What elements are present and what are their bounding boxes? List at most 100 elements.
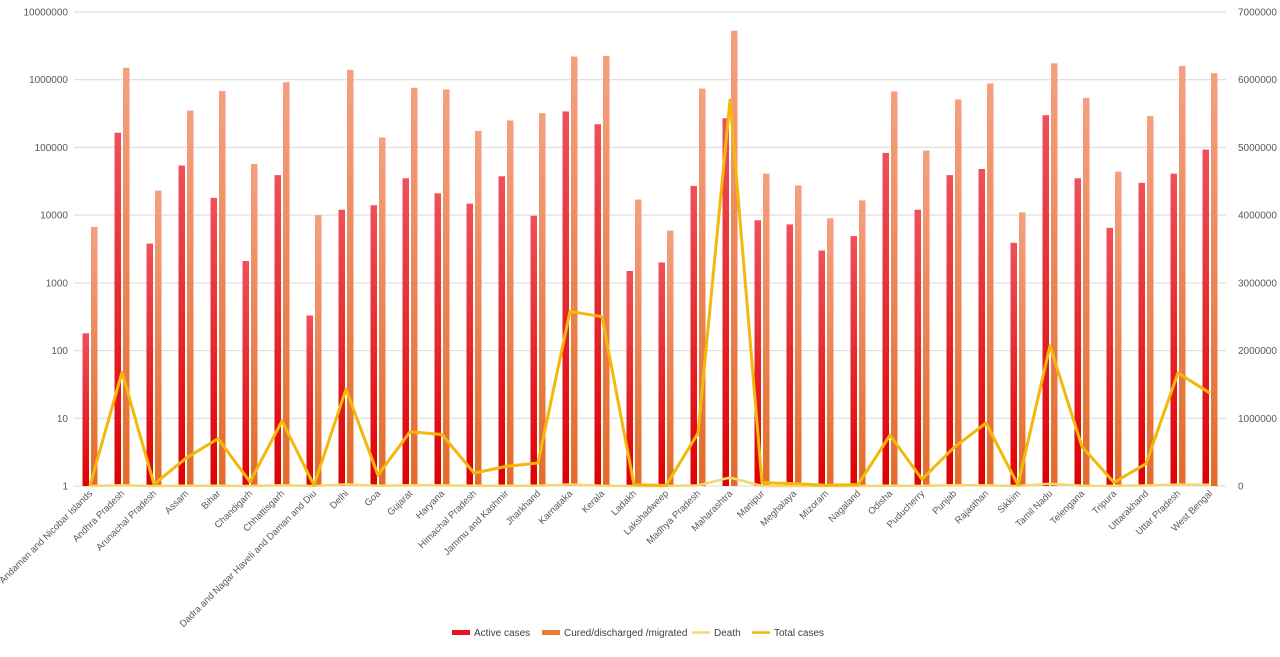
- category-label: Rajasthan: [953, 488, 991, 526]
- bar-active-cases: [147, 244, 154, 486]
- bar-cured: [955, 100, 962, 486]
- right-tick-label: 3000000: [1238, 278, 1277, 289]
- bar-cured: [443, 89, 450, 486]
- bar-active-cases: [1171, 174, 1178, 486]
- legend-item: Active cases: [452, 628, 530, 639]
- category-label: Bihar: [200, 488, 223, 511]
- bar-cured: [571, 57, 578, 486]
- category-label: Goa: [363, 488, 384, 509]
- bar-cured: [763, 174, 770, 486]
- bar-active-cases: [595, 124, 602, 486]
- bars: [83, 31, 1218, 486]
- right-tick-label: 2000000: [1238, 346, 1277, 357]
- left-tick-label: 100000: [35, 143, 69, 154]
- left-tick-label: 1000: [46, 278, 69, 289]
- category-label: Assam: [163, 488, 191, 516]
- bar-active-cases: [563, 111, 570, 486]
- bar-active-cases: [1107, 228, 1114, 486]
- bar-active-cases: [659, 262, 666, 486]
- bar-cured: [1051, 63, 1058, 486]
- category-label: Jharkhand: [504, 488, 543, 527]
- category-label: Sikkim: [996, 488, 1024, 516]
- category-label: Kerala: [580, 488, 608, 516]
- bar-cured: [251, 164, 258, 486]
- right-tick-label: 4000000: [1238, 211, 1277, 222]
- right-tick-label: 6000000: [1238, 75, 1277, 86]
- right-axis: 0 1000000 2000000 3000000 4000000 5000000 6000…: [1238, 8, 1277, 493]
- category-label: Nagaland: [827, 488, 864, 525]
- bar-active-cases: [435, 193, 442, 486]
- legend: Active cases Cured/discharged /migrated De…: [452, 628, 824, 639]
- bar-active-cases: [1203, 150, 1210, 486]
- legend-item: Death: [692, 628, 741, 639]
- category-label: Odisha: [866, 488, 896, 518]
- legend-label: Death: [714, 628, 741, 639]
- category-label: Gujarat: [385, 488, 415, 518]
- bar-active-cases: [851, 236, 858, 486]
- bar-active-cases: [243, 261, 250, 486]
- bar-cured: [91, 227, 98, 486]
- bar-active-cases: [979, 169, 986, 486]
- bar-cured: [475, 131, 482, 486]
- bar-cured: [315, 215, 322, 486]
- bar-cured: [1115, 172, 1122, 486]
- bar-cured: [795, 185, 802, 486]
- left-tick-label: 10000000: [24, 8, 69, 19]
- category-label: Arunachal Pradesh: [94, 488, 159, 553]
- legend-label: Total cases: [774, 628, 824, 639]
- bar-cured: [827, 218, 834, 486]
- bar-cured: [891, 91, 898, 486]
- category-label: Delhi: [328, 488, 351, 511]
- left-tick-label: 1000000: [29, 75, 68, 86]
- legend-item: Total cases: [752, 628, 824, 639]
- left-tick-label: 1: [62, 482, 68, 493]
- bar-cured: [859, 200, 866, 486]
- legend-label: Active cases: [474, 628, 530, 639]
- category-label: Tripura: [1090, 488, 1119, 517]
- category-label: Punjab: [930, 488, 959, 517]
- left-tick-label: 10: [57, 414, 69, 425]
- legend-swatch: [452, 630, 470, 635]
- bar-cured: [347, 70, 354, 486]
- bar-cured: [507, 120, 514, 486]
- bar-cured: [1179, 66, 1186, 486]
- legend-label: Cured/discharged /migrated: [564, 628, 687, 639]
- bar-active-cases: [531, 216, 538, 486]
- bar-cured: [731, 31, 738, 486]
- right-tick-label: 5000000: [1238, 143, 1277, 154]
- bar-active-cases: [787, 224, 794, 486]
- bar-active-cases: [83, 333, 90, 486]
- bar-active-cases: [179, 166, 186, 486]
- bar-cured: [155, 191, 162, 486]
- bar-cured: [1083, 98, 1090, 486]
- bar-active-cases: [467, 204, 474, 486]
- bar-active-cases: [915, 210, 922, 486]
- bar-active-cases: [1043, 115, 1050, 486]
- bar-cured: [667, 231, 674, 486]
- bar-cured: [411, 88, 418, 486]
- right-tick-label: 1000000: [1238, 414, 1277, 425]
- bar-cured: [635, 200, 642, 486]
- category-label: Karnataka: [537, 488, 576, 527]
- bar-active-cases: [1011, 243, 1018, 486]
- right-tick-label: 7000000: [1238, 8, 1277, 19]
- category-label: Himachal Pradesh: [416, 488, 479, 551]
- right-tick-label: 0: [1238, 482, 1244, 493]
- category-label: Telengana: [1048, 488, 1087, 527]
- bar-active-cases: [819, 251, 826, 486]
- left-tick-label: 100: [51, 346, 68, 357]
- bar-cured: [187, 111, 194, 486]
- bar-active-cases: [1139, 183, 1146, 486]
- category-label: Manipur: [735, 488, 767, 520]
- lines: [90, 100, 1210, 486]
- bar-cured: [923, 151, 930, 486]
- category-label: Dadra and Nagar Haveli and Daman and Diu: [178, 488, 319, 629]
- bar-cured: [219, 91, 226, 486]
- bar-cured: [603, 56, 610, 486]
- bar-cured: [1211, 73, 1218, 486]
- bar-active-cases: [499, 176, 506, 486]
- bar-cured: [379, 138, 386, 486]
- bar-active-cases: [275, 175, 282, 486]
